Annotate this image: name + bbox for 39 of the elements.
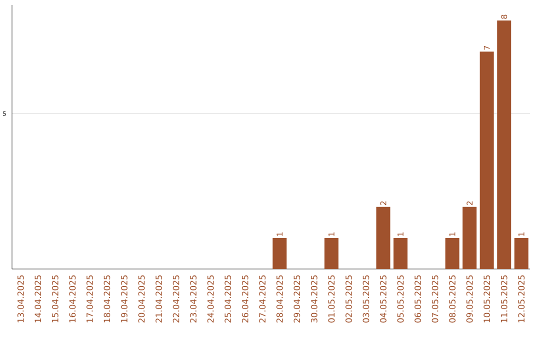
x-tick-label: 16.04.2025 (69, 275, 76, 322)
bar (272, 238, 287, 269)
x-tick-label: 02.05.2025 (346, 275, 352, 323)
x-tick-label: 27.04.2025 (259, 275, 266, 323)
bar (445, 238, 460, 269)
x-tick-label: 26.04.2025 (242, 275, 248, 323)
x-tick-label: 22.04.2025 (172, 275, 180, 323)
x-tick-label: 29.04.2025 (294, 275, 300, 323)
bar (324, 238, 338, 269)
x-tick-label: 28.04.2025 (276, 275, 283, 323)
x-tick-label: 01.05.2025 (328, 275, 335, 323)
x-tick-label: 15.04.2025 (52, 275, 58, 322)
x-tick-label: 03.05.2025 (362, 275, 370, 323)
x-tick-label: 20.04.2025 (138, 275, 145, 323)
x-tick-label: 14.04.2025 (34, 275, 42, 322)
x-tick-label: 07.05.2025 (432, 275, 438, 323)
x-tick-label: 06.05.2025 (414, 275, 421, 323)
x-tick-label: 30.04.2025 (310, 275, 318, 322)
bar (480, 52, 494, 269)
x-tick-label: 24.04.2025 (207, 275, 214, 323)
x-tick-label: 11.05.2025 (500, 275, 508, 322)
bar (497, 20, 512, 269)
x-tick-label: 08.05.2025 (449, 275, 456, 323)
bar (376, 206, 390, 269)
x-tick-label: 10.05.2025 (484, 275, 490, 322)
bar (394, 238, 408, 269)
x-tick-label: 13.04.2025 (17, 275, 24, 322)
x-tick-label: 04.05.2025 (380, 275, 386, 323)
x-tick-label: 21.04.2025 (156, 275, 162, 323)
x-tick-label: 19.04.2025 (121, 275, 128, 322)
bar (462, 206, 477, 269)
bar (514, 238, 528, 269)
x-tick-label: 18.04.2025 (104, 275, 110, 322)
x-tick-label: 12.05.2025 (518, 275, 525, 322)
x-tick-label: 09.05.2025 (466, 275, 473, 323)
x-tick-label: 25.04.2025 (224, 275, 232, 323)
x-tick-label: 17.04.2025 (86, 275, 93, 322)
x-tick-label: 05.05.2025 (397, 275, 404, 323)
x-tick-label: 23.04.2025 (190, 275, 197, 323)
